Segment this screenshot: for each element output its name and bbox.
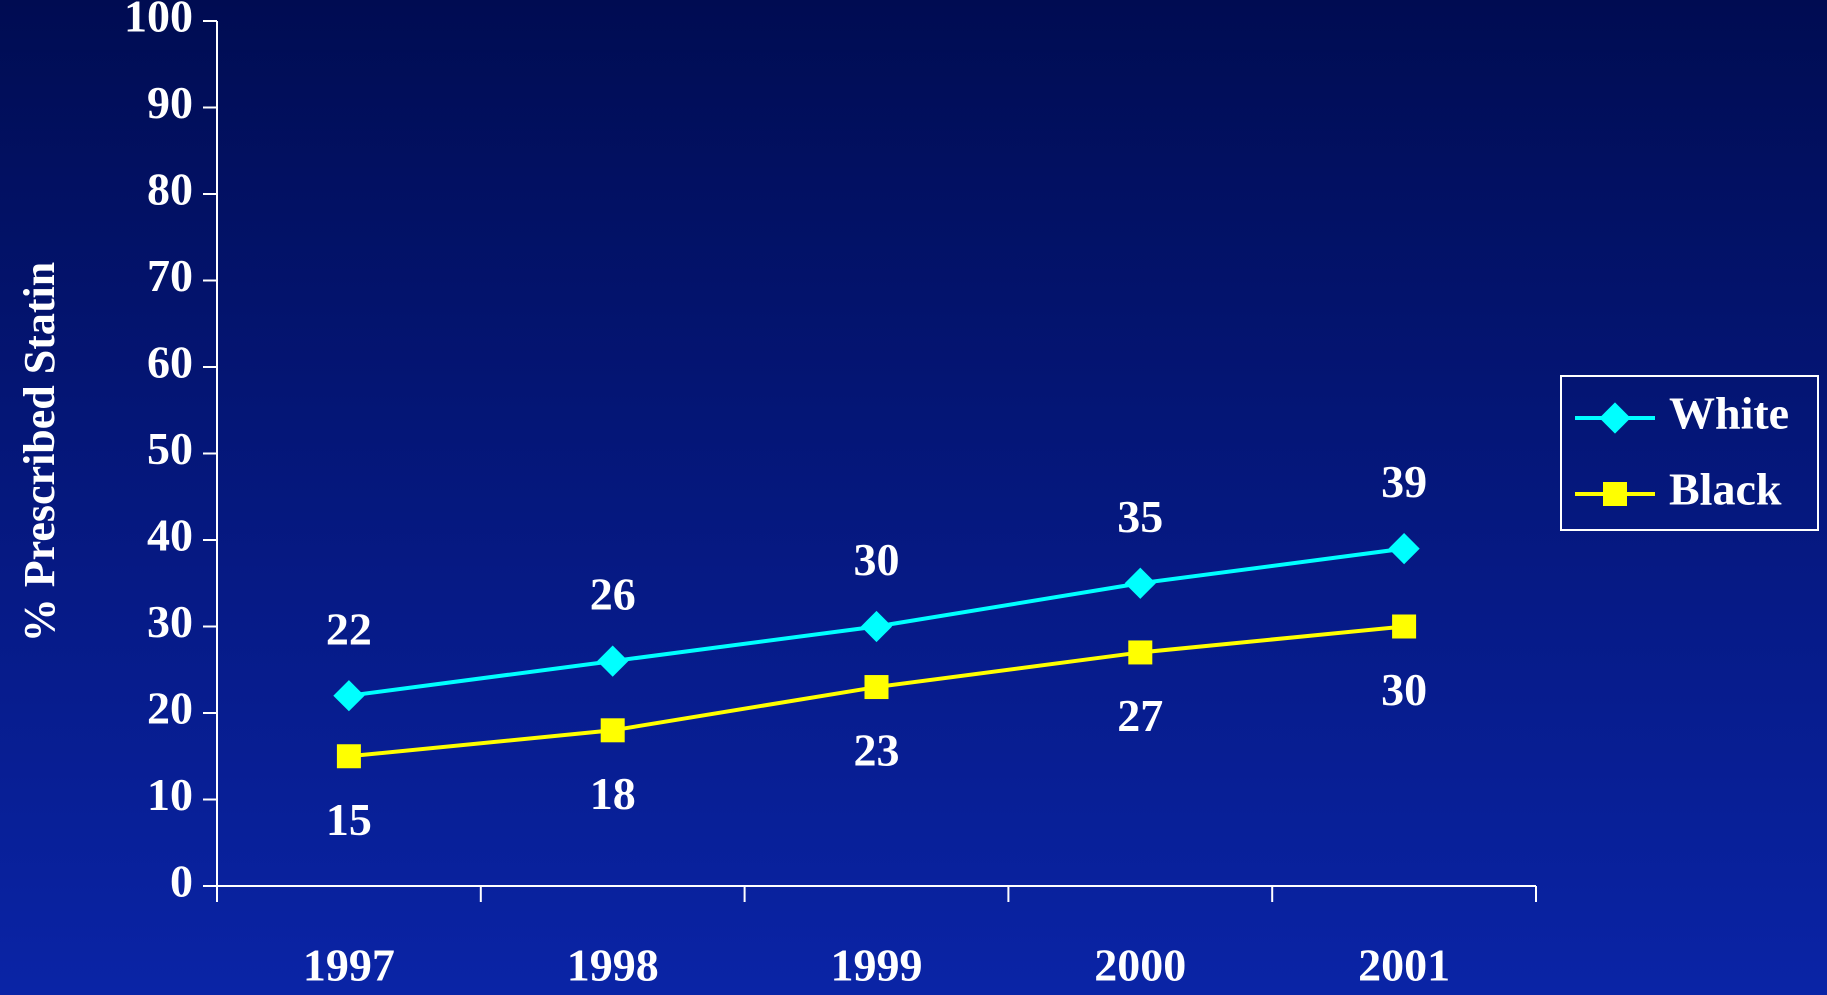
y-tick-label: 100 — [124, 0, 193, 42]
data-label: 22 — [326, 603, 372, 654]
x-tick-label: 1997 — [303, 940, 395, 991]
y-tick-label: 0 — [170, 856, 193, 907]
marker — [1603, 482, 1627, 506]
marker — [1128, 640, 1153, 665]
y-tick-label: 40 — [147, 510, 193, 561]
x-tick-label: 1999 — [831, 940, 923, 991]
marker — [600, 718, 625, 743]
legend-label: Black — [1669, 464, 1782, 515]
marker — [860, 610, 893, 643]
marker — [864, 675, 889, 700]
data-label: 15 — [326, 794, 372, 845]
data-label: 26 — [590, 569, 636, 620]
x-tick-label: 1998 — [567, 940, 659, 991]
x-tick-label: 2001 — [1358, 940, 1450, 991]
data-label: 23 — [854, 725, 900, 776]
y-tick-label: 50 — [147, 423, 193, 474]
y-tick-label: 10 — [147, 769, 193, 820]
legend-box — [1560, 375, 1819, 531]
y-tick-label: 90 — [147, 77, 193, 128]
marker — [336, 744, 361, 769]
data-label: 35 — [1117, 491, 1163, 542]
marker — [1124, 567, 1156, 599]
y-tick-label: 60 — [147, 337, 193, 388]
marker — [1599, 402, 1631, 434]
y-axis-label: % Prescribed Statin — [15, 262, 64, 643]
y-tick-label: 30 — [147, 596, 193, 647]
y-tick-label: 80 — [147, 164, 193, 215]
legend-label: White — [1669, 388, 1789, 439]
marker — [1392, 614, 1417, 639]
y-tick-label: 20 — [147, 683, 193, 734]
data-label: 27 — [1117, 690, 1163, 741]
y-tick-label: 70 — [147, 250, 193, 301]
legend: White Black — [1560, 375, 1819, 531]
x-tick-label: 2000 — [1094, 940, 1186, 991]
marker — [1388, 533, 1420, 565]
data-label: 30 — [1381, 664, 1427, 715]
data-label: 30 — [854, 534, 900, 585]
data-label: 39 — [1381, 456, 1427, 507]
data-label: 18 — [590, 768, 636, 819]
marker — [597, 645, 629, 677]
marker — [333, 680, 365, 712]
